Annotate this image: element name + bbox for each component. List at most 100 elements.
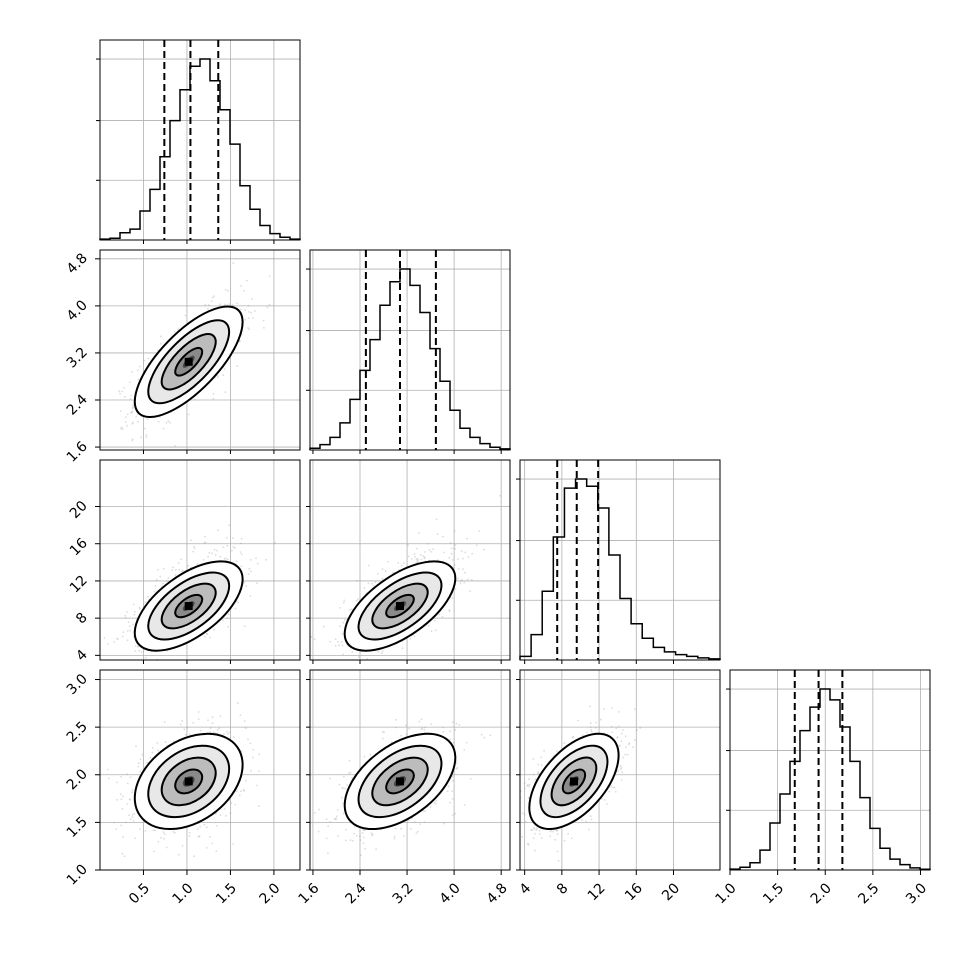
- sample-point: [424, 810, 427, 813]
- sample-point: [171, 569, 174, 571]
- sample-point: [364, 847, 366, 850]
- sample-point: [622, 729, 624, 731]
- sample-point: [458, 724, 461, 726]
- sample-point: [590, 722, 592, 725]
- sample-point: [199, 825, 202, 828]
- density-panel-2-1: [309, 459, 511, 661]
- sample-point: [247, 304, 250, 307]
- sample-point: [146, 472, 148, 474]
- sample-point: [137, 765, 140, 768]
- sample-point: [132, 623, 134, 626]
- sample-point: [367, 564, 370, 567]
- sample-point: [450, 547, 453, 550]
- sample-point: [463, 749, 466, 751]
- sample-point: [162, 582, 164, 585]
- sample-point: [451, 814, 454, 816]
- sample-point: [436, 533, 439, 536]
- sample-point: [449, 541, 452, 544]
- sample-point: [620, 732, 623, 735]
- sample-point: [123, 855, 126, 858]
- sample-point: [181, 720, 184, 722]
- hist-panel-0: [96, 39, 301, 241]
- sample-point: [434, 803, 437, 805]
- sample-point: [417, 558, 419, 560]
- sample-point: [217, 529, 219, 532]
- sample-point: [131, 789, 134, 791]
- sample-point: [243, 625, 246, 627]
- sample-point: [247, 317, 250, 320]
- sample-point: [381, 731, 384, 733]
- sample-point: [215, 825, 218, 827]
- sample-point: [470, 578, 473, 581]
- sample-point: [438, 613, 441, 616]
- sample-point: [620, 768, 622, 771]
- sample-point: [237, 702, 239, 704]
- sample-point: [340, 640, 343, 643]
- sample-point: [611, 731, 614, 733]
- sample-point: [247, 311, 250, 313]
- sample-point: [455, 722, 458, 725]
- sample-point: [420, 558, 422, 561]
- sample-point: [466, 537, 469, 540]
- sample-point: [394, 827, 397, 830]
- sample-point: [240, 537, 243, 540]
- sample-point: [455, 762, 458, 764]
- sample-point: [343, 599, 346, 602]
- sample-point: [263, 327, 265, 329]
- sample-point: [211, 842, 214, 845]
- sample-point: [372, 585, 375, 587]
- sample-point: [128, 625, 131, 628]
- sample-point: [151, 751, 154, 754]
- sample-point: [212, 392, 215, 395]
- sample-point: [375, 848, 377, 850]
- sample-point: [199, 729, 202, 732]
- contour-2: [147, 744, 231, 819]
- sample-point: [355, 599, 358, 602]
- sample-point: [207, 719, 209, 722]
- sample-point: [223, 368, 226, 370]
- sample-point: [451, 559, 454, 561]
- sample-point: [122, 836, 125, 839]
- sample-point: [465, 741, 468, 744]
- sample-point: [216, 549, 218, 552]
- sample-point: [423, 728, 426, 731]
- sample-point: [355, 579, 358, 582]
- sample-point: [400, 564, 403, 567]
- sample-point: [449, 730, 451, 732]
- sample-point: [381, 650, 384, 653]
- sample-point: [131, 370, 134, 373]
- sample-point: [173, 831, 176, 834]
- sample-point: [247, 327, 250, 329]
- sample-point: [172, 830, 175, 833]
- sample-point: [250, 311, 253, 314]
- sample-point: [258, 770, 260, 773]
- sample-point: [190, 539, 193, 542]
- sample-point: [420, 554, 422, 556]
- sample-point: [628, 743, 630, 746]
- sample-point: [463, 804, 466, 806]
- sample-point: [213, 548, 216, 551]
- sample-point: [196, 563, 199, 565]
- sample-point: [341, 632, 344, 635]
- sample-point: [227, 625, 230, 628]
- sample-point: [120, 427, 122, 430]
- sample-point: [129, 629, 131, 632]
- sample-point: [219, 555, 222, 558]
- sample-point: [79, 432, 81, 434]
- sample-point: [228, 731, 231, 734]
- sample-point: [369, 753, 372, 756]
- density-panel-1-0: [79, 249, 301, 474]
- sample-point: [377, 572, 379, 575]
- hist-panel-3: [726, 669, 931, 871]
- contour-1: [371, 756, 429, 807]
- sample-point: [327, 825, 330, 828]
- contour-3: [343, 732, 457, 831]
- sample-point: [589, 705, 591, 708]
- sample-point: [162, 567, 165, 570]
- sample-point: [423, 557, 426, 560]
- sample-point: [121, 808, 124, 810]
- sample-point: [407, 555, 410, 558]
- sample-point: [450, 552, 453, 555]
- sample-point: [256, 562, 259, 565]
- sample-point: [204, 541, 207, 543]
